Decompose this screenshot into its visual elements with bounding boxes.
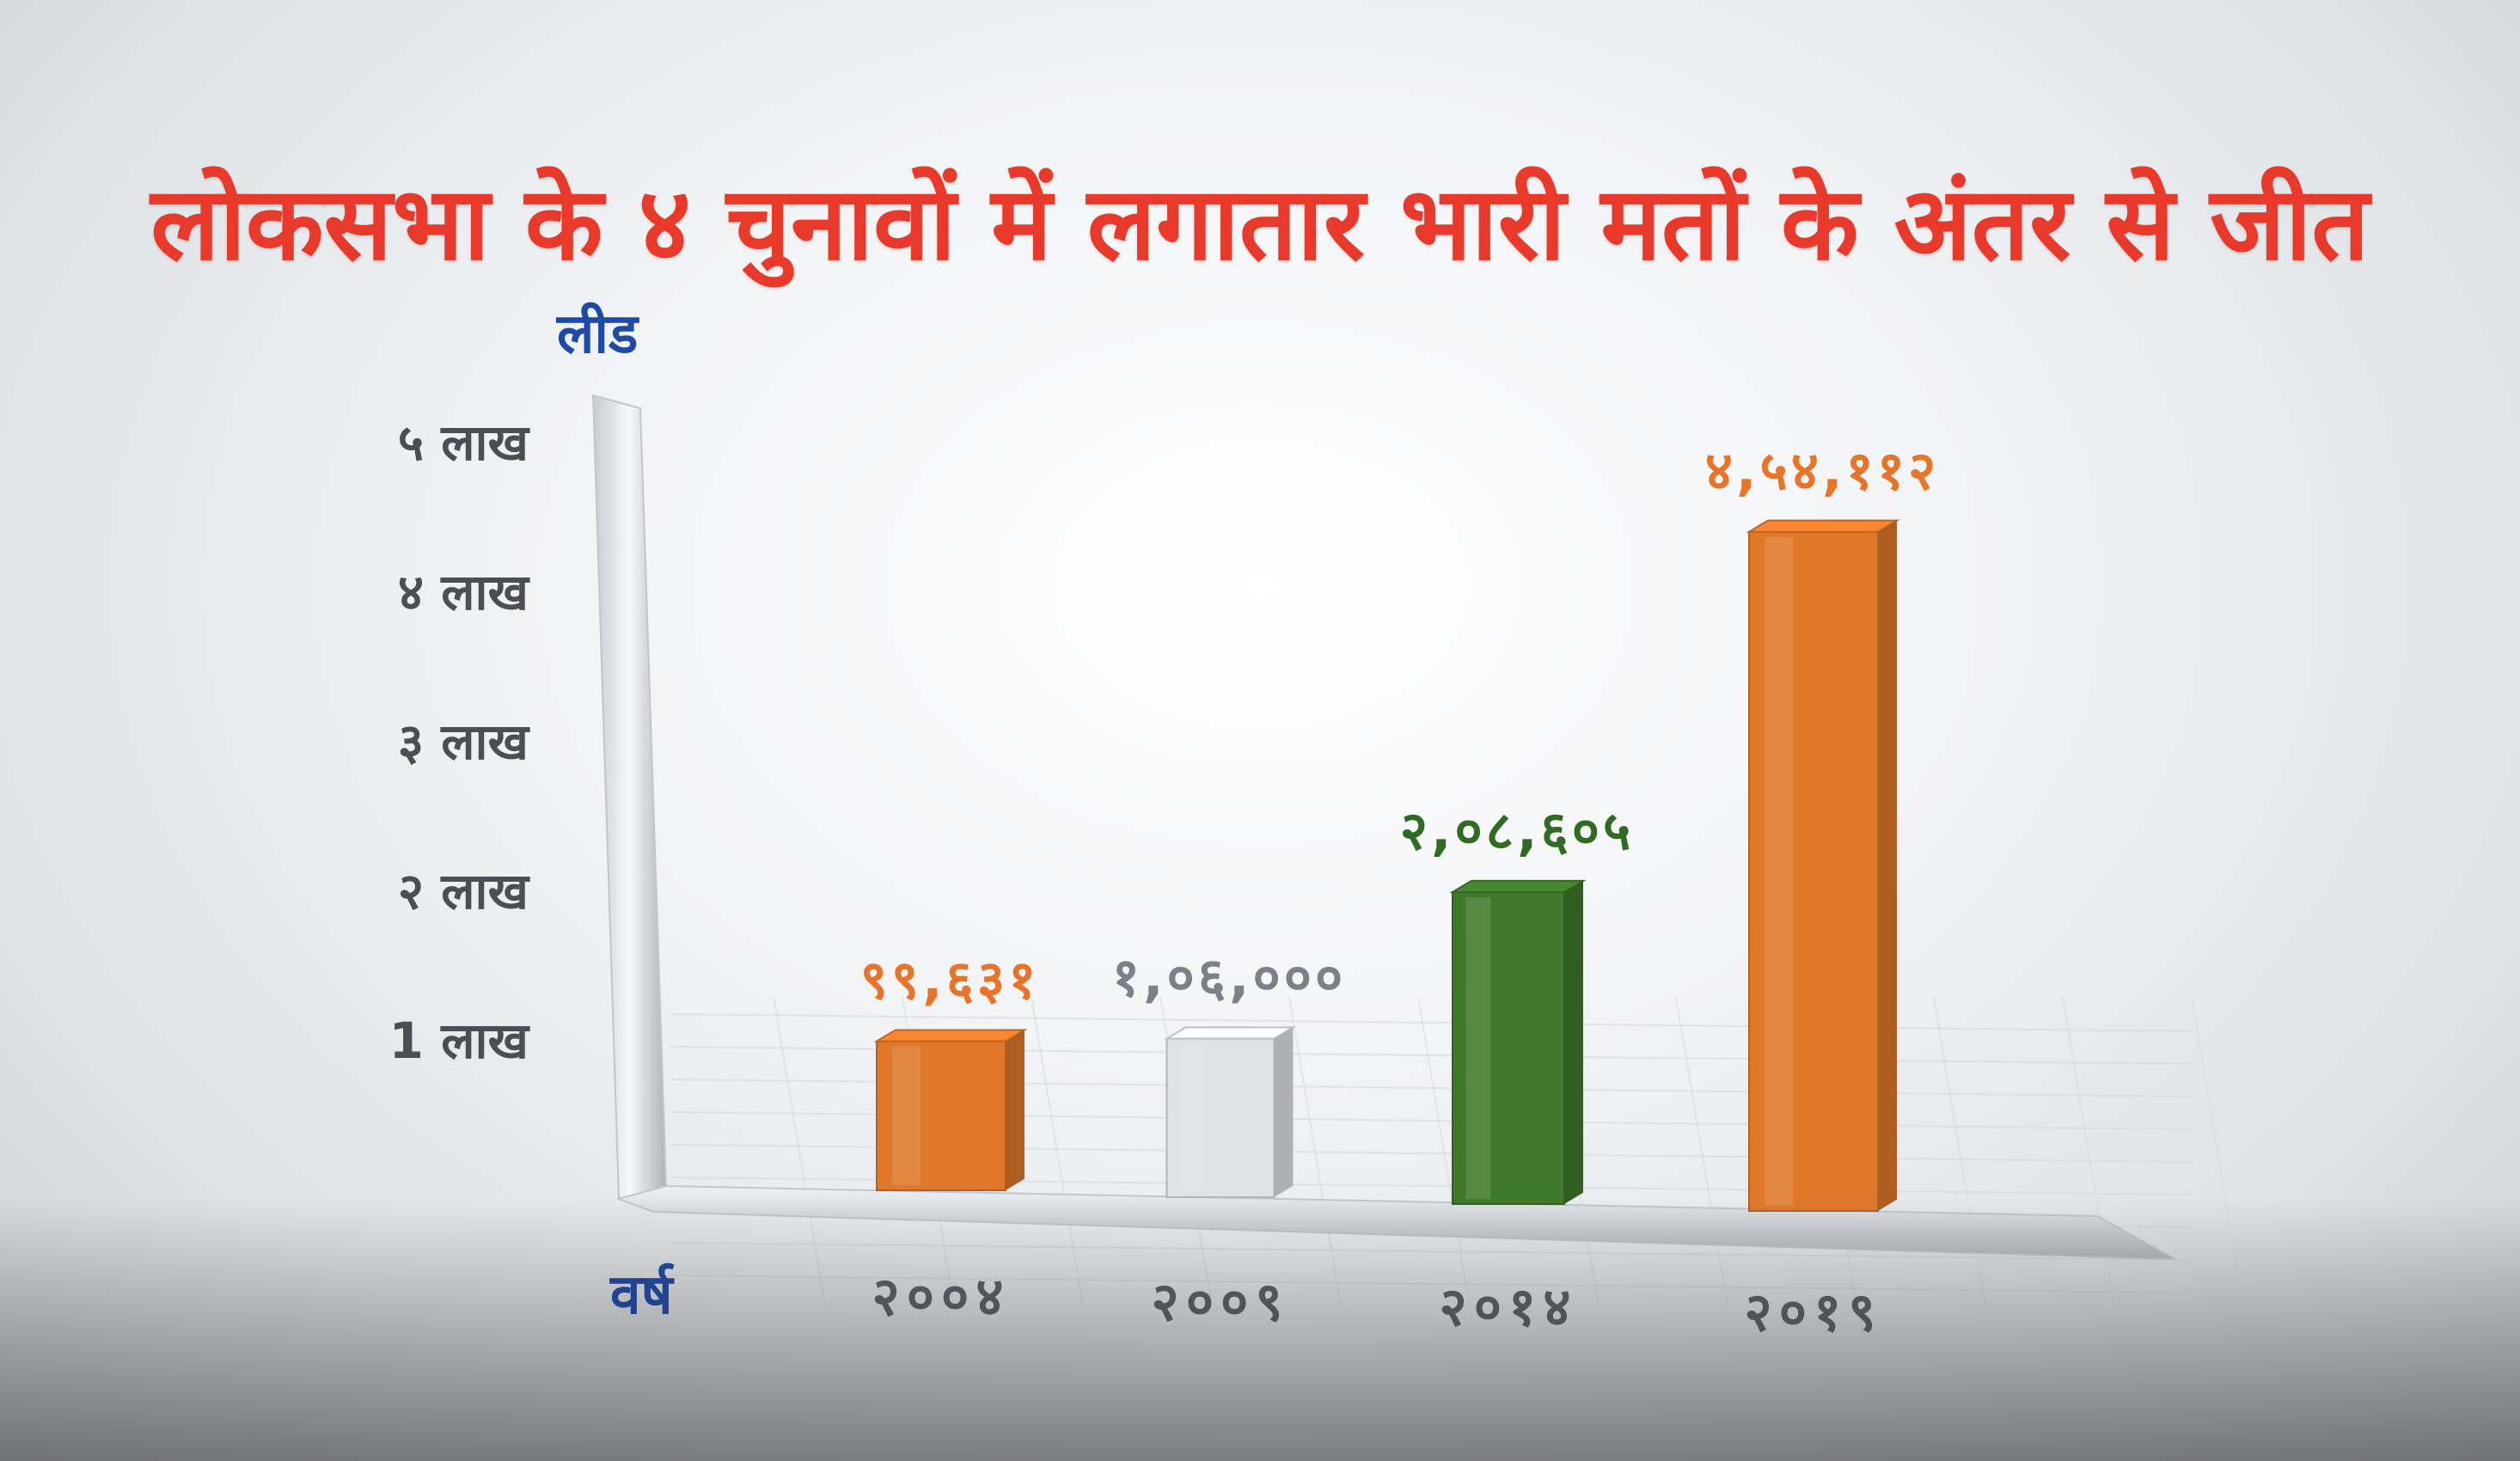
y-tick-label: ५ लाख [398,413,531,472]
category-label: २००९ [1152,1270,1290,1333]
bar-highlight [892,1046,921,1185]
x-axis-label: वर्ष [609,1262,675,1327]
data-label: ४,५४,११२ [1705,439,1940,502]
x-axis-floor [615,1184,2175,1260]
y-tick-label: ४ लाख [398,563,531,621]
grid-line [1031,996,1084,1307]
bar-highlight [1765,536,1793,1206]
bar [1449,879,1587,1206]
bar-highlight [1179,1043,1203,1192]
bar-top [1449,879,1587,894]
bar-top [1163,1026,1297,1040]
bars [873,519,1900,1212]
y-axis-wall [591,394,668,1201]
grid-line [1675,996,1728,1307]
y-tick-label: ३ लाख [398,712,531,771]
axes [591,394,2175,1260]
bar-side [1274,1027,1294,1197]
grid-line [670,1013,2193,1032]
bar-highlight [1465,897,1491,1199]
category-labels: २००४ २००९ २०१४ २०१९ [872,1265,1883,1343]
bar-top [1746,519,1900,533]
bar [873,1029,1028,1192]
bar [1746,519,1900,1212]
y-tick-label: २ लाख [398,862,531,920]
data-label: २,०८,६०५ [1400,799,1635,862]
bar-side [1006,1030,1025,1190]
y-tick-label: 1 लाख [389,1012,531,1070]
grid-line [1933,996,1986,1307]
bar-side [1564,880,1583,1204]
grid-line [773,996,826,1307]
grid-line [2062,996,2115,1307]
y-ticks: 1 लाख २ लाख ३ लाख ४ लाख ५ लाख [389,413,531,1070]
grid-line [2191,996,2244,1307]
bar-side [1878,520,1897,1211]
bar-top [873,1029,1028,1042]
data-label: १,०६,००० [1112,946,1347,1009]
bar [1163,1026,1297,1199]
category-label: २०१४ [1440,1275,1578,1338]
y-axis-label: लीड [556,302,639,366]
data-label: ९९,६३१ [860,949,1040,1012]
category-label: २००४ [872,1265,1011,1328]
category-label: २०१९ [1745,1281,1883,1343]
